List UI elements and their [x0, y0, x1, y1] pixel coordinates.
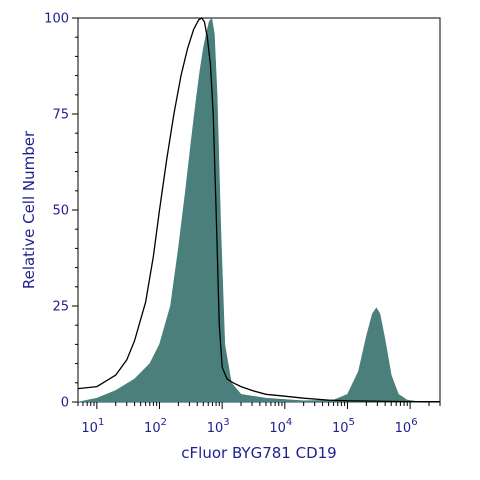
series-outline-line: [77, 17, 440, 403]
y-tick-label: 75: [52, 108, 69, 123]
x-tick-label: 103: [207, 417, 230, 436]
y-axis-label: Relative Cell Number: [20, 130, 38, 289]
x-tick-label: 106: [395, 417, 418, 436]
x-tick-label: 104: [269, 417, 292, 436]
y-tick-label: 50: [52, 204, 69, 219]
y-tick-label: 0: [61, 396, 69, 411]
series-filled-area: [77, 17, 422, 403]
x-tick-label: 101: [81, 417, 104, 436]
y-tick-label: 25: [52, 300, 69, 315]
y-axis: 0 25 50 75 100: [44, 12, 78, 411]
x-tick-label: 105: [332, 417, 355, 436]
x-axis-label: cFluor BYG781 CD19: [181, 444, 336, 462]
series-outline-layer: [77, 17, 440, 403]
x-axis: 101 102 103 104 105 106: [77, 402, 441, 436]
x-tick-label: 102: [144, 417, 167, 436]
y-tick-label: 100: [44, 12, 69, 27]
series-filled-layer: [77, 17, 422, 403]
